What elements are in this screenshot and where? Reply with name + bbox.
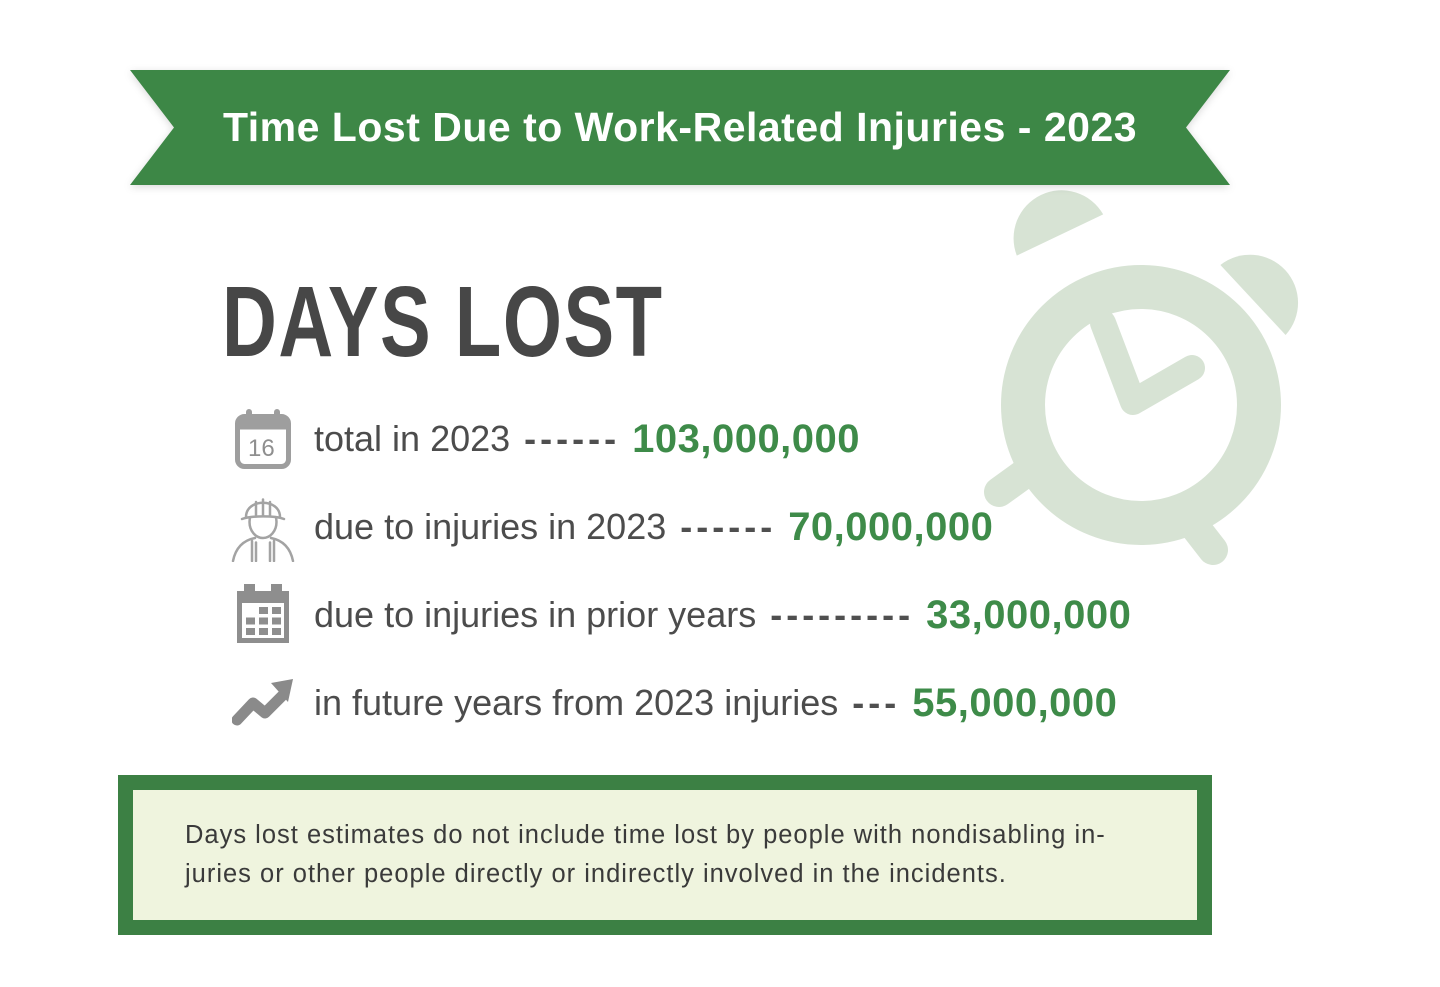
alarm-clock-icon: [965, 190, 1315, 575]
title-ribbon-shape: Time Lost Due to Work-Related Injuries -…: [130, 70, 1230, 185]
stat-label: due to injuries in prior years: [314, 594, 757, 635]
footnote-box: Days lost estimates do not include time …: [118, 775, 1212, 935]
stat-label: due to injuries in 2023: [314, 506, 667, 547]
trending-up-icon: [228, 677, 298, 729]
title-ribbon: Time Lost Due to Work-Related Injuries -…: [130, 70, 1230, 185]
calendar-date-icon: 16: [228, 407, 298, 471]
stat-label: in future years from 2023 injuries: [314, 682, 839, 723]
calendar-day-number: 16: [248, 435, 275, 462]
stat-value: 103,000,000: [632, 416, 861, 461]
stat-value: 70,000,000: [788, 504, 994, 549]
page-title: DAYS LOST: [222, 266, 664, 378]
alarm-clock-graphic: [984, 190, 1299, 565]
banner-title: Time Lost Due to Work-Related Injuries -…: [222, 104, 1138, 150]
footnote-line: juries or other people directly or indir…: [185, 860, 1007, 888]
stat-value: 33,000,000: [926, 592, 1132, 637]
stat-row-total-2023: 16 total in 2023 ------ 103,000,000: [228, 395, 1131, 483]
stats-list: 16 total in 2023 ------ 103,000,000: [228, 395, 1131, 747]
stat-connector-dashes: ------: [524, 418, 621, 459]
stat-row-prior-years: due to injuries in prior years ---------…: [228, 571, 1131, 659]
calendar-grid-icon: [228, 584, 298, 646]
stat-value: 55,000,000: [912, 680, 1118, 725]
stat-connector-dashes: ------: [680, 506, 777, 547]
worker-hardhat-icon: [228, 492, 298, 562]
stat-connector-dashes: ---: [852, 682, 901, 723]
footnote-line: Days lost estimates do not include time …: [185, 821, 1106, 849]
stat-connector-dashes: ---------: [770, 594, 915, 635]
stat-row-future-years: in future years from 2023 injuries --- 5…: [228, 659, 1131, 747]
stat-row-injuries-2023: due to injuries in 2023 ------ 70,000,00…: [228, 483, 1131, 571]
stat-label: total in 2023: [314, 418, 511, 459]
